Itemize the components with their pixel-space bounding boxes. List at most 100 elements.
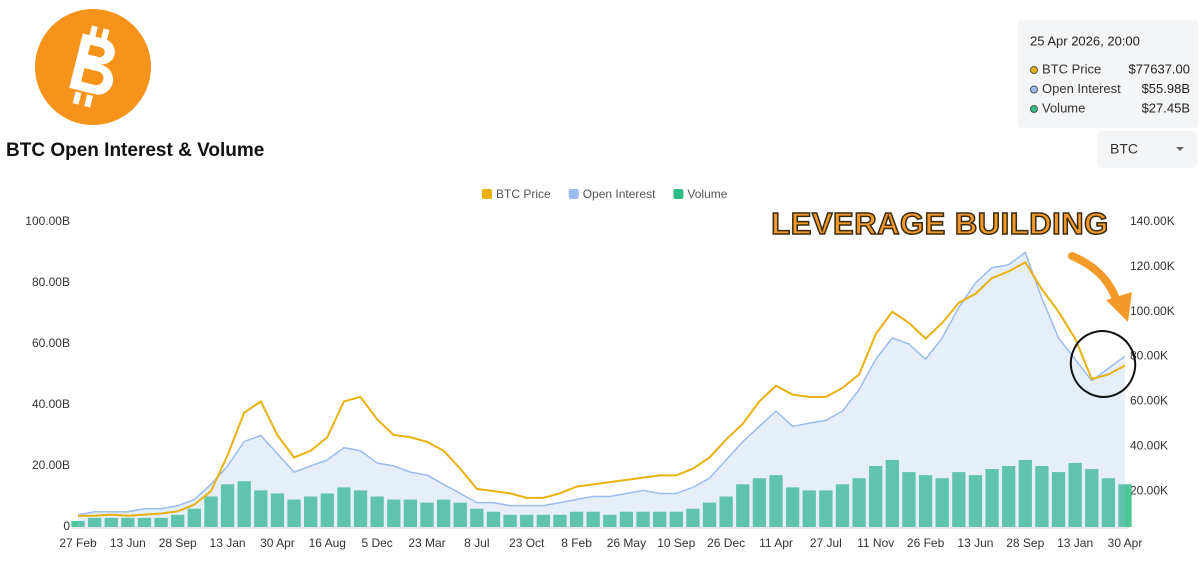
volume-bar (436, 499, 451, 527)
y-tick-label: 0 (63, 519, 70, 533)
volume-bar (885, 459, 899, 527)
volume-bar (586, 511, 600, 527)
volume-bar (370, 496, 384, 527)
y2-tick-label: 140.00K (1130, 214, 1175, 228)
bitcoin-symbol (69, 25, 115, 108)
y-tick-label: 100.00B (25, 214, 70, 228)
volume-bar (320, 493, 334, 527)
tooltip-time: 25 Apr 2026, 20:00 (1030, 33, 1140, 48)
y2-tick-label: 20.00K (1130, 483, 1168, 497)
volume-bar (337, 487, 351, 527)
volume-bar (171, 514, 185, 527)
volume-bar (254, 490, 268, 527)
oi-line (77, 251, 1126, 516)
volume-bar (270, 493, 285, 527)
volume-bar (1085, 469, 1099, 527)
volume-bar (1068, 462, 1082, 527)
x-tick-label: 27 Feb (59, 536, 97, 550)
y-tick-label: 20.00B (32, 458, 70, 472)
legend-swatch (568, 189, 579, 199)
x-tick-label: 8 Jul (464, 536, 489, 550)
volume-bar (1051, 472, 1066, 527)
volume-bar (121, 517, 135, 527)
volume-bar (686, 508, 700, 527)
y-tick-label: 60.00B (32, 336, 70, 350)
volume-bar (653, 511, 667, 527)
tooltip-dot (1030, 85, 1038, 94)
volume-bar (902, 472, 916, 527)
volume-bar (852, 478, 866, 527)
tooltip-value: $55.98B (1142, 81, 1190, 96)
volume-bar (304, 496, 318, 527)
y-tick-label: 80.00B (32, 275, 70, 289)
dropdown-caret (1176, 147, 1184, 151)
volume-bar (736, 484, 750, 527)
tooltip-value: $77637.00 (1129, 61, 1190, 76)
volume-bar (918, 475, 933, 527)
volume-bar (420, 502, 434, 527)
x-tick-label: 30 Apr (260, 536, 295, 550)
x-tick-label: 26 May (607, 536, 646, 550)
volume-bar (1118, 484, 1132, 527)
volume-bar (769, 475, 783, 527)
volume-bar (237, 481, 251, 527)
volume-bar (71, 520, 85, 527)
volume-bar (287, 499, 301, 527)
annotation-arrow (1068, 252, 1122, 309)
y-tick-label: 40.00B (32, 397, 70, 411)
volume-bar (536, 514, 550, 527)
x-tick-label: 30 Apr (1108, 536, 1143, 550)
volume-bar (968, 475, 983, 527)
arrow-head (1106, 292, 1132, 322)
volume-bar (553, 514, 567, 527)
volume-bar (869, 466, 883, 527)
volume-bar (220, 484, 235, 527)
x-tick-label: 26 Feb (907, 536, 945, 550)
chart-title: BTC Open Interest & Volume (6, 140, 264, 161)
volume-bar (154, 517, 168, 527)
legend-label: BTC Price (496, 187, 551, 201)
volume-bar (802, 490, 816, 527)
volume-bar (752, 478, 767, 527)
tooltip-dot (1030, 105, 1038, 113)
y2-tick-label: 80.00K (1130, 349, 1168, 363)
annotation: LEVERAGE BUILDING (771, 206, 1108, 241)
volume-bar (204, 496, 218, 527)
x-tick-label: 13 Jan (1057, 536, 1093, 550)
x-tick-label: 28 Sep (159, 536, 197, 550)
volume-bar (453, 502, 467, 527)
volume-bar (835, 484, 850, 527)
annotation-circle (1069, 330, 1137, 398)
volume-bar (1002, 466, 1016, 527)
dropdown-value[interactable]: BTC (1110, 141, 1138, 157)
tooltip-label: Volume (1042, 100, 1085, 115)
volume-bar (503, 514, 517, 527)
x-tick-label: 23 Mar (408, 536, 445, 550)
volume-bar (353, 490, 368, 527)
volume-bar (187, 508, 201, 527)
volume-bar (87, 517, 102, 527)
legend-swatch (673, 189, 684, 199)
volume-bar (104, 517, 118, 527)
volume-bar (669, 511, 683, 527)
volume-bar (702, 502, 717, 527)
volume-bar (636, 511, 650, 527)
x-tick-label: 11 Apr (759, 536, 793, 550)
volume-bar (1018, 459, 1032, 527)
legend: BTC Price Open Interest Volume (482, 187, 728, 201)
x-tick-label: 8 Feb (561, 536, 592, 550)
volume-bar (785, 487, 800, 527)
oi-area (78, 252, 1125, 527)
x-tick-label: 28 Sep (1006, 536, 1044, 550)
tooltip-label: BTC Price (1042, 61, 1101, 76)
volume-bar (137, 517, 152, 527)
volume-bar (1101, 478, 1116, 527)
volume-bar (520, 514, 534, 527)
x-tick-label: 11 Nov (857, 536, 894, 550)
tooltip-label: Open Interest (1042, 81, 1121, 96)
asset-dropdown[interactable] (1097, 131, 1197, 168)
y2-tick-label: 60.00K (1130, 394, 1168, 408)
tooltip-rows: BTC Price $77637.00 Open Interest $55.98B Vo… (1030, 61, 1190, 115)
tooltip-box (1018, 20, 1198, 128)
